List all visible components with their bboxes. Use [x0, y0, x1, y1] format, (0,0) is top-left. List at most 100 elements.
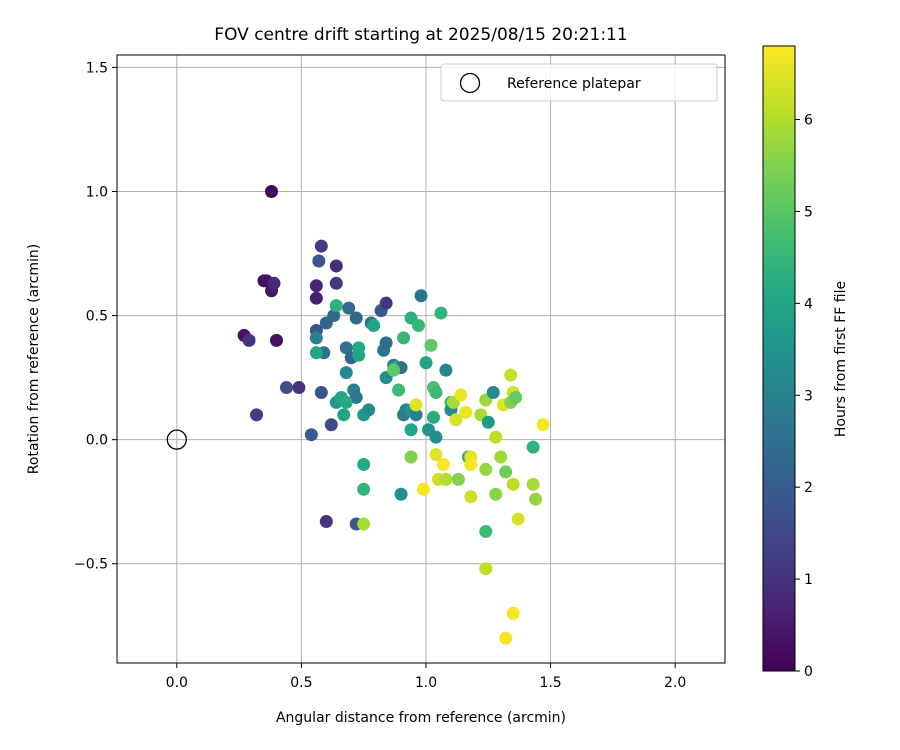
data-point — [379, 296, 393, 310]
colorbar: 0 1 2 3 4 5 6 Hours from first FF file — [762, 45, 849, 680]
data-point — [267, 276, 281, 290]
data-point — [352, 348, 366, 362]
data-points — [166, 184, 550, 645]
data-point — [342, 301, 356, 315]
data-point — [337, 408, 351, 422]
data-point — [464, 490, 478, 504]
data-point — [486, 386, 500, 400]
data-point — [339, 341, 353, 355]
colorbar-tick-label: 3 — [804, 388, 813, 404]
data-point — [314, 386, 328, 400]
data-point — [416, 482, 430, 496]
colorbar-tick-label: 2 — [804, 480, 813, 496]
data-point — [494, 450, 508, 464]
data-point — [436, 457, 450, 471]
axis-ticks: 0.0 0.5 1.0 1.5 2.0 −0.5 0.0 0.5 1.0 1.5 — [74, 60, 686, 691]
data-point — [439, 363, 453, 377]
data-point — [304, 428, 318, 442]
data-point — [424, 338, 438, 352]
data-point — [392, 383, 406, 397]
data-point — [414, 289, 428, 303]
data-point — [309, 331, 323, 345]
data-point — [357, 482, 371, 496]
data-point — [451, 472, 465, 486]
data-point — [329, 299, 343, 313]
data-point — [489, 487, 503, 501]
data-point — [526, 477, 540, 491]
data-point — [279, 381, 293, 395]
data-point — [529, 492, 543, 506]
data-point — [319, 515, 333, 529]
data-point — [309, 346, 323, 360]
data-point — [312, 254, 326, 268]
y-tick-label: 0.0 — [86, 433, 108, 449]
colorbar-tick-label: 0 — [804, 664, 813, 680]
data-point — [511, 512, 525, 526]
data-point — [499, 631, 513, 645]
legend-box — [440, 63, 718, 102]
data-point — [434, 306, 448, 320]
y-tick-label: 0.5 — [86, 309, 108, 325]
y-tick-label: 1.0 — [86, 184, 108, 200]
y-axis-title: Rotation from reference (arcmin) — [26, 244, 42, 474]
data-point — [319, 316, 333, 330]
data-point — [464, 457, 478, 471]
plot-frame — [116, 54, 726, 664]
x-tick-label: 0.0 — [166, 675, 188, 691]
data-point — [429, 448, 443, 462]
data-point — [349, 390, 363, 404]
legend-reference-marker — [459, 72, 481, 94]
data-point — [412, 318, 426, 332]
data-point — [454, 388, 468, 402]
colorbar-tick-label: 6 — [804, 113, 813, 129]
data-point — [504, 368, 518, 382]
y-tick-label: 1.5 — [86, 60, 108, 76]
data-point — [269, 333, 283, 347]
data-point — [329, 276, 343, 290]
legend-label-reference: Reference platepar — [507, 76, 641, 92]
data-point — [459, 405, 473, 419]
data-point — [387, 363, 401, 377]
data-point — [429, 386, 443, 400]
data-point — [324, 418, 338, 432]
colorbar-label: Hours from first FF file — [833, 281, 849, 437]
data-point — [250, 408, 264, 422]
x-tick-label: 1.0 — [415, 675, 437, 691]
colorbar-tick-label: 4 — [804, 296, 813, 312]
colorbar-tick-label: 5 — [804, 204, 813, 220]
x-tick-label: 0.5 — [290, 675, 312, 691]
data-point — [419, 356, 433, 370]
colorbar-tick-label: 1 — [804, 572, 813, 588]
data-point — [357, 517, 371, 531]
data-point — [509, 390, 523, 404]
data-point — [479, 524, 493, 538]
x-axis-title: Angular distance from reference (arcmin) — [276, 710, 566, 726]
data-point — [314, 239, 328, 253]
data-point — [479, 562, 493, 576]
data-point — [481, 415, 495, 429]
data-point — [339, 395, 353, 409]
data-point — [489, 430, 503, 444]
data-point — [426, 410, 440, 424]
x-tick-label: 1.5 — [539, 675, 561, 691]
data-point — [367, 318, 381, 332]
data-point — [526, 440, 540, 454]
data-point — [309, 291, 323, 305]
data-point — [357, 457, 371, 471]
data-point — [309, 279, 323, 293]
data-point — [292, 381, 306, 395]
data-point — [506, 606, 520, 620]
data-point — [404, 450, 418, 464]
data-point — [404, 423, 418, 437]
reference-platepar-marker — [166, 429, 187, 450]
y-tick-label: −0.5 — [74, 557, 108, 573]
data-point — [449, 413, 463, 427]
data-point — [506, 477, 520, 491]
colorbar-gradient — [762, 45, 796, 672]
data-point — [536, 418, 550, 432]
data-point — [242, 333, 256, 347]
data-point — [479, 462, 493, 476]
data-point — [362, 403, 376, 417]
chart-title: FOV centre drift starting at 2025/08/15 … — [214, 25, 627, 45]
